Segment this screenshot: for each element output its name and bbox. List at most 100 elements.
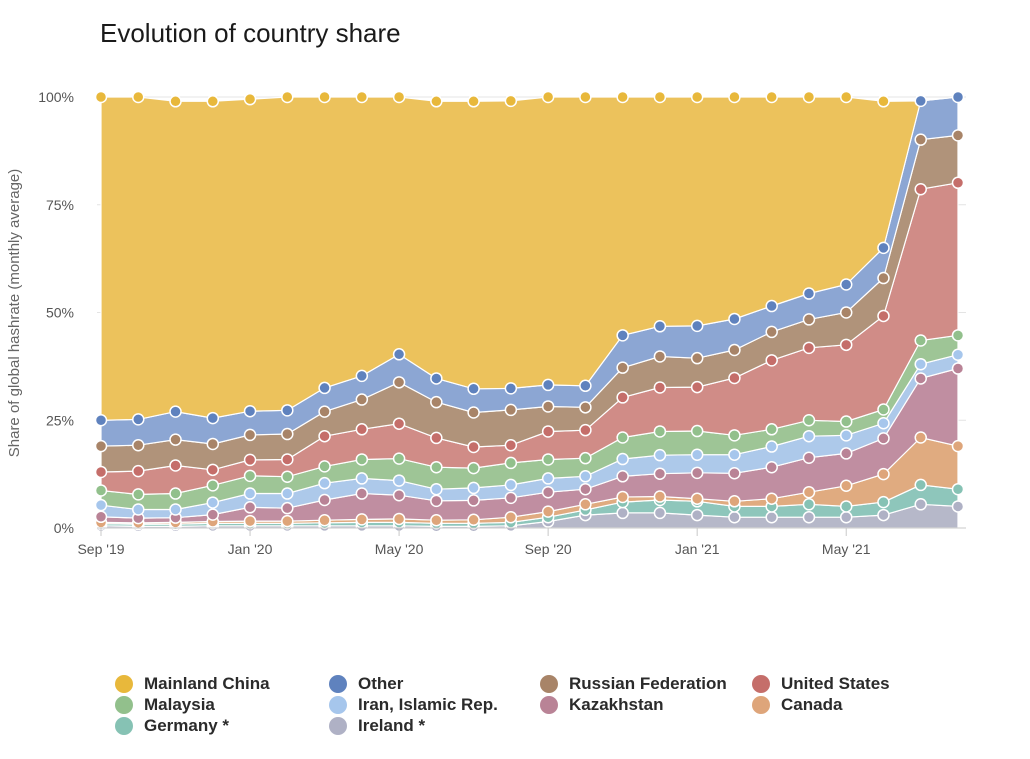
data-point[interactable] [877, 271, 890, 285]
data-point[interactable] [951, 176, 965, 190]
data-point[interactable] [318, 476, 331, 490]
data-point[interactable] [802, 313, 816, 326]
data-point[interactable] [132, 413, 145, 426]
data-point[interactable] [914, 372, 927, 385]
data-point[interactable] [504, 510, 518, 524]
data-point[interactable] [467, 440, 480, 454]
data-point[interactable] [467, 513, 480, 527]
legend-item[interactable]: Mainland China [115, 674, 270, 694]
data-point[interactable] [243, 514, 257, 528]
data-point[interactable] [392, 376, 406, 389]
data-point[interactable] [839, 90, 853, 104]
data-point[interactable] [653, 490, 667, 503]
legend-item[interactable]: Ireland * [329, 716, 425, 736]
data-point[interactable] [914, 94, 927, 108]
data-point[interactable] [355, 393, 369, 406]
data-point[interactable] [579, 498, 592, 511]
data-point[interactable] [281, 427, 294, 441]
data-point[interactable] [951, 90, 965, 104]
data-point[interactable] [504, 403, 518, 417]
data-point[interactable] [951, 482, 965, 496]
data-point[interactable] [914, 357, 927, 371]
data-point[interactable] [392, 417, 406, 430]
data-point[interactable] [616, 90, 629, 104]
data-point[interactable] [206, 508, 220, 521]
data-point[interactable] [690, 466, 704, 480]
legend-item[interactable]: Other [329, 674, 403, 694]
data-point[interactable] [765, 90, 778, 104]
legend-item[interactable]: Kazakhstan [540, 695, 663, 715]
data-point[interactable] [392, 512, 406, 526]
data-point[interactable] [467, 406, 480, 419]
data-point[interactable] [281, 487, 294, 500]
data-point[interactable] [206, 437, 220, 451]
data-point[interactable] [318, 513, 331, 527]
data-point[interactable] [504, 382, 518, 395]
data-point[interactable] [839, 447, 853, 460]
data-point[interactable] [802, 341, 816, 355]
data-point[interactable] [206, 479, 220, 492]
data-point[interactable] [430, 372, 443, 385]
data-point[interactable] [653, 506, 667, 520]
legend-item[interactable]: Iran, Islamic Rep. [329, 695, 498, 715]
data-point[interactable] [318, 405, 331, 418]
data-point[interactable] [728, 429, 741, 442]
data-point[interactable] [914, 182, 927, 196]
data-point[interactable] [877, 403, 890, 416]
data-point[interactable] [951, 439, 965, 453]
data-point[interactable] [653, 381, 667, 394]
data-point[interactable] [467, 382, 480, 396]
data-point[interactable] [616, 361, 629, 374]
data-point[interactable] [728, 371, 741, 385]
data-point[interactable] [430, 431, 443, 445]
data-point[interactable] [616, 452, 629, 466]
data-point[interactable] [802, 510, 816, 524]
data-point[interactable] [243, 453, 257, 467]
data-point[interactable] [653, 467, 667, 480]
data-point[interactable] [802, 414, 816, 427]
data-point[interactable] [951, 129, 965, 142]
data-point[interactable] [281, 501, 294, 515]
data-point[interactable] [690, 424, 704, 438]
data-point[interactable] [132, 90, 145, 104]
data-point[interactable] [392, 452, 406, 465]
data-point[interactable] [728, 510, 741, 524]
data-point[interactable] [132, 464, 145, 478]
data-point[interactable] [541, 378, 555, 392]
data-point[interactable] [504, 94, 518, 108]
data-point[interactable] [94, 90, 108, 104]
data-point[interactable] [579, 90, 592, 104]
data-point[interactable] [914, 498, 927, 511]
data-point[interactable] [728, 312, 741, 326]
data-point[interactable] [690, 380, 704, 394]
data-point[interactable] [951, 362, 965, 375]
data-point[interactable] [579, 482, 592, 496]
data-point[interactable] [169, 487, 182, 500]
data-point[interactable] [281, 90, 294, 104]
data-point[interactable] [467, 494, 480, 507]
data-point[interactable] [355, 369, 369, 383]
data-point[interactable] [392, 348, 406, 361]
data-point[interactable] [206, 496, 220, 509]
data-point[interactable] [877, 417, 890, 430]
data-point[interactable] [728, 343, 741, 357]
data-point[interactable] [579, 470, 592, 483]
data-point[interactable] [839, 510, 853, 524]
data-point[interactable] [802, 429, 816, 443]
data-point[interactable] [243, 469, 257, 483]
data-point[interactable] [653, 448, 667, 462]
data-point[interactable] [467, 461, 480, 475]
data-point[interactable] [877, 508, 890, 522]
data-point[interactable] [690, 492, 704, 505]
data-point[interactable] [318, 460, 331, 473]
data-point[interactable] [430, 494, 443, 508]
data-point[interactable] [914, 431, 927, 444]
data-point[interactable] [728, 467, 741, 480]
data-point[interactable] [318, 381, 331, 395]
data-point[interactable] [132, 438, 145, 452]
data-point[interactable] [94, 465, 108, 479]
data-point[interactable] [616, 329, 629, 342]
data-point[interactable] [541, 453, 555, 466]
data-point[interactable] [579, 451, 592, 465]
data-point[interactable] [94, 498, 108, 512]
